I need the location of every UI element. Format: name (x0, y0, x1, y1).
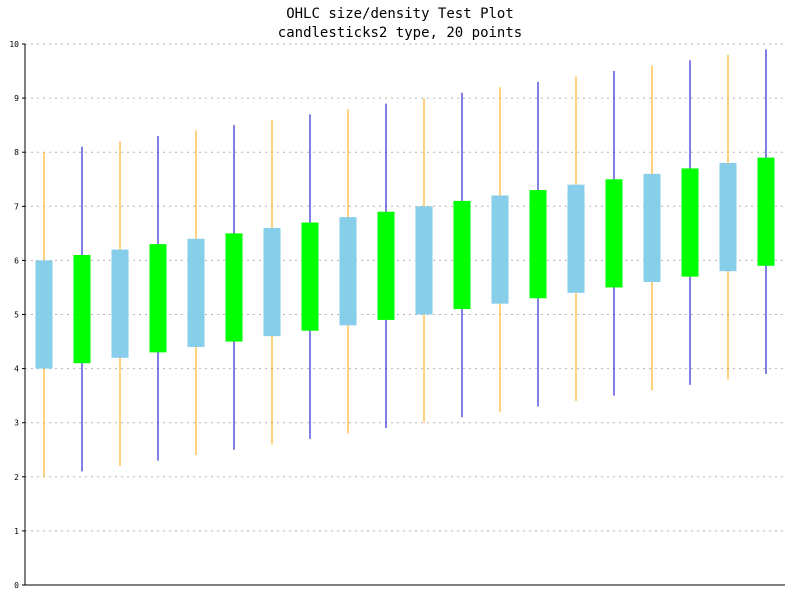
candle-body (263, 227, 281, 337)
candle-body (719, 163, 737, 272)
candlestick (35, 152, 53, 477)
candle-body (339, 217, 357, 326)
candlestick (757, 49, 775, 375)
y-tick-label: 8 (14, 148, 19, 157)
candle-body (35, 260, 53, 369)
y-tick-label: 9 (14, 94, 19, 103)
y-tick-label: 7 (14, 202, 19, 211)
y-axis-ticks: 0 1 2 3 4 5 6 7 8 9 10 (9, 40, 25, 590)
chart-subtitle: candlesticks2 type, 20 points (278, 25, 522, 41)
y-tick-label: 3 (14, 419, 19, 428)
candle-body (111, 249, 129, 358)
candle-body (529, 190, 547, 299)
candlestick (149, 135, 167, 461)
candlestick (263, 119, 281, 445)
candlestick (225, 125, 243, 450)
candlestick (453, 92, 471, 418)
candlesticks (35, 49, 775, 477)
y-tick-label: 2 (14, 473, 19, 482)
candlestick (73, 146, 91, 472)
candle-body (567, 184, 585, 293)
y-tick-label: 5 (14, 311, 19, 320)
candle-body (605, 179, 623, 288)
candlestick (301, 114, 319, 439)
candlestick (415, 98, 433, 423)
candle-body (681, 168, 699, 277)
candlestick (529, 81, 547, 407)
candle-body (187, 238, 205, 347)
candle-body (149, 244, 167, 353)
candle-body (73, 254, 91, 364)
candle-body (301, 222, 319, 331)
candlestick (567, 76, 585, 402)
candlestick (339, 108, 357, 434)
candlestick (491, 87, 509, 412)
candlestick (643, 65, 661, 391)
candle-body (415, 206, 433, 315)
y-tick-label: 1 (14, 527, 19, 536)
candlestick (605, 71, 623, 396)
y-tick-label: 6 (14, 256, 19, 265)
candlestick (681, 60, 699, 385)
axes (24, 44, 785, 586)
y-tick-label: 10 (9, 40, 19, 49)
candle-body (225, 233, 243, 342)
grid-lines (25, 43, 785, 532)
chart-title: OHLC size/density Test Plot (286, 6, 514, 22)
candle-body (453, 200, 471, 310)
candlestick (111, 141, 129, 466)
candle-body (377, 211, 395, 320)
candle-body (643, 173, 661, 283)
y-tick-label: 4 (14, 365, 19, 374)
y-tick-label: 0 (14, 581, 19, 590)
candlestick (719, 54, 737, 380)
candle-body (491, 195, 509, 304)
candlestick (187, 130, 205, 456)
candle-body (757, 157, 775, 266)
candlestick (377, 103, 395, 429)
